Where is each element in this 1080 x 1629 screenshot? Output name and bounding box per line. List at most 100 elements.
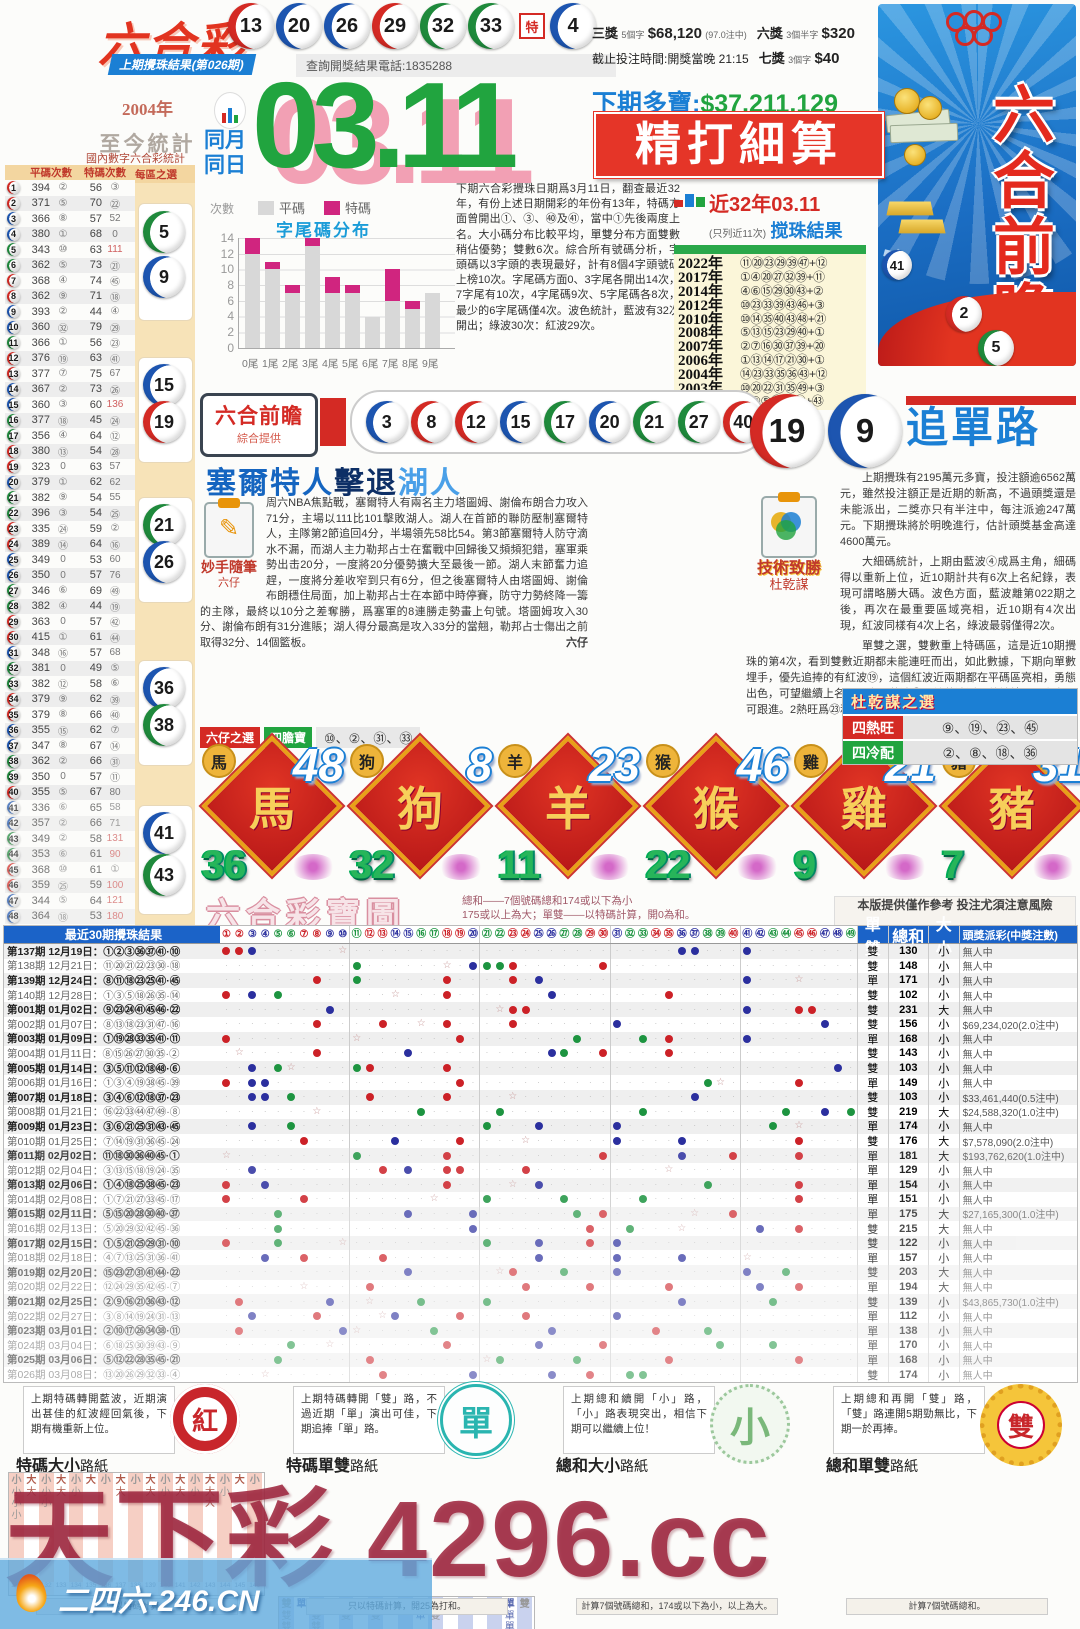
daxiao-cell: 小 [928,973,959,988]
num-cell: · [289,1004,293,1014]
num-cell: · [341,1063,345,1073]
num-cell: · [641,1048,645,1058]
num-cell: · [276,1048,280,1058]
num-cell: · [238,1369,241,1379]
row-ball: 36 [7,723,20,737]
stats-row: 11 366 ① 56 ㉓ [7,336,120,351]
draw-label: 第026期 03月08日：⑬⑳㉖㉙㉜㉝·④ [7,1369,181,1382]
daxiao-cell: 大 [928,1133,959,1149]
stats-year: 2004年 [122,100,173,119]
num-cell [793,1221,806,1236]
num-cell [637,1105,650,1120]
num-cell: · [381,1092,384,1102]
drawn-dot [703,1180,712,1189]
num-cell [220,944,233,959]
num-cell: · [576,1048,579,1058]
num-cell [506,1265,519,1280]
qianzhan-ball: 17 [544,401,586,443]
total-cell: 103 [887,1060,928,1076]
draw-cells: · · · · · · · · · · · · · · · · · · · · ☆ · · · · · · · · · · · · · · · · · · ·… [220,1133,857,1149]
num-cell: · [250,1048,254,1058]
num-cell: · [407,1281,410,1291]
num-cell: · [250,1179,254,1189]
num-cell: · [732,946,735,956]
num-cell: · [609,1294,624,1309]
stats-row: 37 347 ⑧ 67 ⑭ [7,739,120,754]
num-cell: · [524,1369,527,1379]
num-cell [298,1250,311,1265]
num-cell: · [576,1281,579,1291]
num-cell: · [609,1221,624,1236]
num-cell: · [563,1019,566,1029]
row-ball: 46 [7,878,20,892]
daxiao-cell: 小 [928,1177,959,1193]
drawn-ball: 29 [372,3,418,49]
drawn-dot [365,1282,374,1291]
drawn-dot [573,1034,582,1043]
num-cell: · [511,1048,515,1058]
num-cell: · [471,1150,475,1160]
panel-commentary: 上期總和再開「雙」路，「雙」路連開5期勁無比，下期一於再捧。 [833,1386,985,1454]
num-cell: · [419,975,423,985]
drawn-dot [560,1268,569,1277]
num-cell: · [563,1238,566,1248]
row-ball: 33 [7,677,20,691]
num-cell: · [628,1165,632,1175]
num-cell: · [836,1019,840,1029]
num-cell: · [432,1340,436,1350]
num-cell: · [394,1369,397,1379]
num-cell: · [263,1325,267,1335]
num-cell: · [739,1235,754,1251]
num-cell: · [238,1252,241,1262]
num-cell: · [641,1004,645,1014]
num-cell: · [524,1238,527,1248]
num-cell: · [576,1106,579,1116]
num-cell: · [667,1121,671,1131]
num-cell: · [328,1208,332,1218]
num-cell [754,1221,767,1236]
num-cell: · [458,1340,462,1350]
num-cell: ☆ [508,1178,518,1190]
num-cell: · [276,1179,280,1189]
year-row: 2004年 ⑭㉓㉝㉟㊱㊸+⑫ [678,366,866,383]
num-cell: · [601,946,605,956]
num-cell: · [263,1281,267,1291]
num-cell: · [680,1208,684,1218]
flower-deco [290,854,336,880]
total-cell: 139 [887,1294,928,1309]
col-number: ㊶ [739,926,754,943]
stats-row: 16 377 ⑱ 45 ㉔ [5,412,135,428]
num-cell: · [471,1281,475,1291]
prize-cell: 無人中 [958,1046,1077,1061]
num-cell: · [706,1208,709,1218]
num-cell: · [758,1063,762,1073]
row-ball: 4 [7,227,20,241]
num-cell: · [823,1063,827,1073]
drawn-dot [365,1355,374,1364]
num-cell: · [289,1106,293,1116]
num-cell: · [511,1165,515,1175]
num-cell: · [588,1150,592,1160]
num-cell: · [368,1004,371,1014]
num-cell [545,1367,558,1382]
num-cell: · [445,1004,449,1014]
num-cell [637,1192,650,1207]
num-cell: · [511,1238,515,1248]
num-cell: · [758,975,762,985]
num-cell: · [524,1033,527,1043]
num-cell: · [479,944,493,959]
stamp-shuang: 雙 [980,1384,1062,1466]
num-cell: ☆ [495,1266,505,1278]
drawn-dot [769,1297,778,1306]
num-cell: · [471,1019,475,1029]
draw-cells: · · · · · · · · · · ☆ · · · · · · · · · · · · · · · · · · · · · · · · · · · · ·… [220,1308,857,1324]
zodiac-badge: 雞 [794,744,828,778]
num-cell: · [432,1179,436,1189]
num-cell: · [563,1033,566,1043]
danshuang-cell: 單 [857,1206,888,1222]
road-caption: 總和大小路紙 [556,1458,649,1475]
daxiao-cell: 小 [928,1119,959,1134]
drawn-dot [782,1107,791,1116]
num-cell: · [706,990,709,1000]
num-cell: · [225,1136,228,1146]
